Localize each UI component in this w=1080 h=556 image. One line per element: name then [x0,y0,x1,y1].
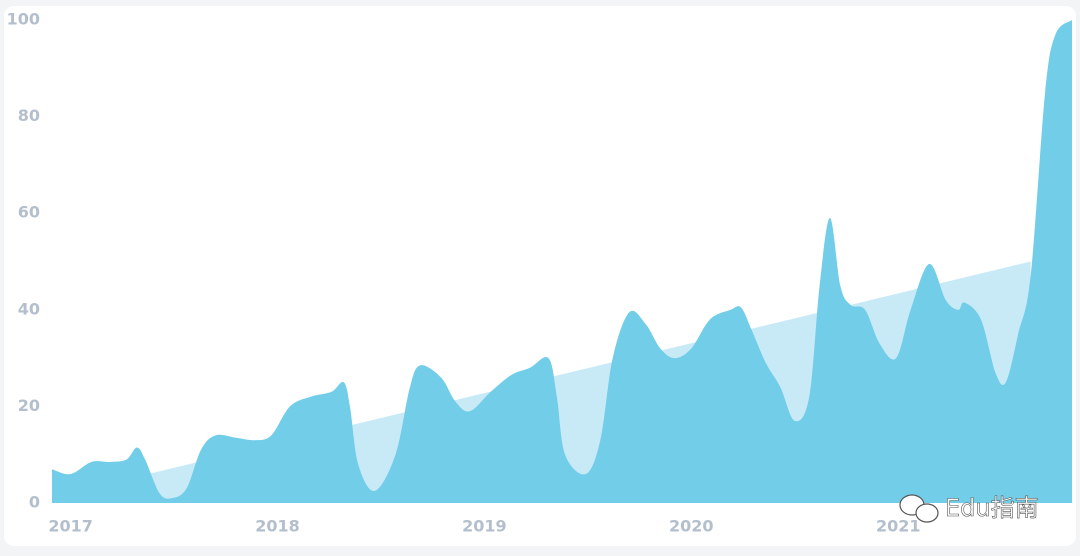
y-tick-label: 0 [29,493,40,512]
y-tick-label: 60 [18,203,40,222]
x-tick-label: 2020 [669,517,714,536]
y-tick-label: 100 [7,10,40,29]
x-tick-label: 2018 [255,517,300,536]
y-tick-label: 80 [18,106,40,125]
y-tick-label: 40 [18,299,40,318]
watermark: Edu指南 [899,494,1039,523]
y-tick-label: 20 [18,396,40,415]
wechat-icon [915,503,939,523]
axes: 0 20 40 60 80 100 2017 2018 2019 2020 2021 [7,10,921,536]
area [52,20,1072,503]
watermark-text: Edu指南 [945,494,1039,522]
x-tick-label: 2021 [876,517,921,536]
plot-area [52,20,1072,503]
x-tick-label: 2017 [48,517,93,536]
x-tick-label: 2019 [462,517,507,536]
